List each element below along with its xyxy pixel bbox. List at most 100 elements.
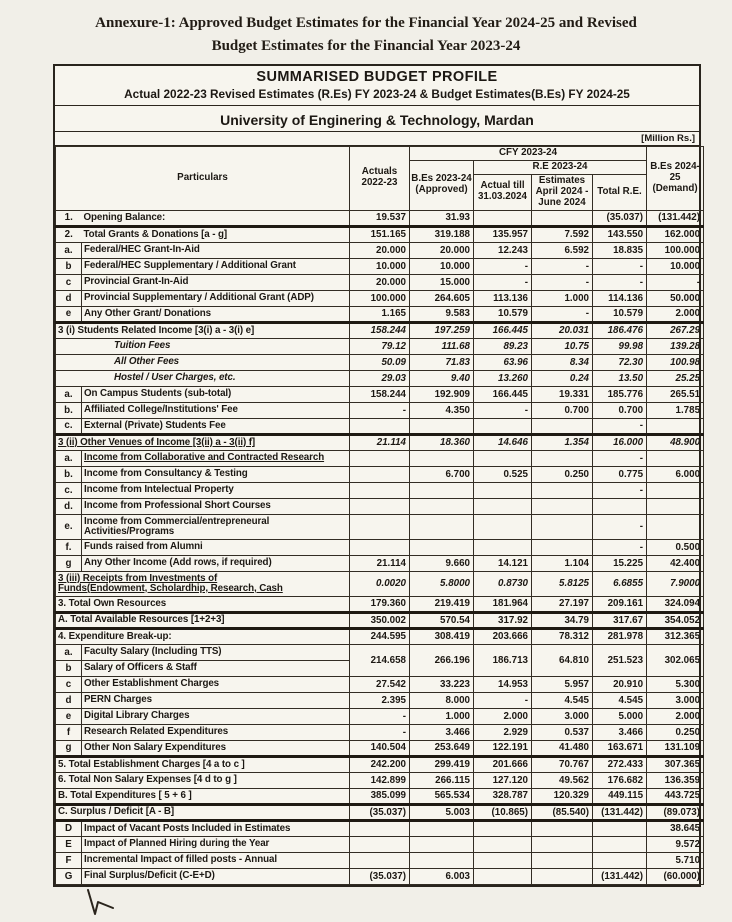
row-value: 5.8000 bbox=[409, 570, 474, 597]
row-value bbox=[473, 851, 532, 869]
table-row: e Digital Library Charges -1.000 2.000 3.000… bbox=[55, 707, 705, 725]
row-value: - bbox=[349, 723, 410, 741]
row-value: 219.419 bbox=[409, 595, 474, 613]
row-value: 19.331 bbox=[531, 385, 593, 403]
row-value: 27.197 bbox=[531, 595, 593, 613]
row-value: 34.79 bbox=[531, 610, 593, 630]
row-value: - bbox=[473, 257, 532, 275]
col-header-re-2023-24: R.E 2023-24 bbox=[472, 159, 648, 175]
table-row: f. Funds raised from Alumni -0.500 bbox=[55, 538, 705, 556]
row-label: Faculty Salary (Including TTS) bbox=[81, 643, 350, 661]
row-value: 0.537 bbox=[531, 723, 593, 741]
row-index: c bbox=[55, 675, 82, 693]
table-row: 5. Total Establishment Charges [4 a to c… bbox=[55, 754, 705, 773]
table-row: c Provincial Grant-In-Aid 20.000 15.000- - - - bbox=[55, 273, 705, 291]
col-header-estimates: Estimates April 2024 - June 2024 bbox=[531, 173, 593, 211]
row-index: b bbox=[55, 257, 82, 275]
row-value: 14.646 bbox=[473, 432, 532, 451]
row-value: 89.23 bbox=[473, 337, 532, 355]
row-value bbox=[591, 835, 648, 853]
table-row: a. Income from Collaborative and Contract… bbox=[55, 449, 705, 467]
row-label: Final Surplus/Deficit (C-E+D) bbox=[81, 867, 350, 885]
row-value: 21.114 bbox=[349, 432, 410, 451]
row-value: 20.910 bbox=[591, 675, 648, 693]
row-value: 136.359 bbox=[646, 771, 705, 789]
row-value: 201.666 bbox=[473, 754, 532, 773]
row-value: 99.98 bbox=[591, 337, 648, 355]
row-value: - bbox=[591, 273, 648, 291]
row-label: Hostel / User Charges, etc. bbox=[55, 369, 350, 387]
row-value: 0.0020 bbox=[349, 570, 410, 597]
table-row: 4. Expenditure Break-up: 244.595 308.419 20… bbox=[55, 627, 705, 645]
row-value: 3.466 bbox=[409, 723, 474, 741]
row-value: - bbox=[591, 513, 648, 540]
row-value: 64.810 bbox=[531, 643, 593, 677]
row-value: 0.250 bbox=[531, 465, 593, 483]
row-label: 3 (ii) Other Venues of Income [3(ii) a -… bbox=[55, 432, 350, 451]
row-value bbox=[473, 417, 532, 435]
row-label: 3. Total Own Resources bbox=[55, 595, 350, 613]
row-value: 166.445 bbox=[473, 385, 532, 403]
row-label: 6. Total Non Salary Expenses [4 d to g ] bbox=[55, 771, 350, 789]
row-label: Federal/HEC Grant-In-Aid bbox=[81, 241, 350, 259]
table-row: e. Income from Commercial/entrepreneural … bbox=[55, 513, 705, 540]
table-row: c. Income from Intelectual Property - bbox=[55, 481, 705, 499]
col-header-particulars: Particulars bbox=[55, 146, 350, 211]
row-value bbox=[409, 417, 474, 435]
row-value: 9.660 bbox=[409, 554, 474, 572]
table-row: g Other Non Salary Expenditures 140.504 253… bbox=[55, 739, 705, 757]
col-header-total-re: Total R.E. bbox=[591, 173, 648, 211]
row-value: 0.525 bbox=[473, 465, 532, 483]
row-value: 18.360 bbox=[409, 432, 474, 451]
table-row: E Impact of Planned Hiring during the Yea… bbox=[55, 835, 705, 853]
row-value: 5.8125 bbox=[531, 570, 593, 597]
row-value bbox=[409, 481, 474, 499]
row-value: 9.572 bbox=[646, 835, 705, 853]
row-value bbox=[349, 497, 410, 515]
row-value: 48.900 bbox=[646, 432, 705, 451]
table-row: a. Faculty Salary (Including TTS) 214.658 2… bbox=[55, 643, 705, 677]
row-value: 20.000 bbox=[349, 241, 410, 259]
table-row: Tuition Fees 79.12 111.68 89.23 10.75 99.98 13… bbox=[55, 337, 705, 355]
row-value: 135.957 bbox=[473, 224, 532, 243]
row-value bbox=[646, 497, 705, 515]
table-row: 3 (i) Students Related Income [3(i) a - … bbox=[55, 320, 705, 339]
col-header-bes-2023-24: B.Es 2023-24 (Approved) bbox=[409, 159, 474, 211]
row-value: 10.75 bbox=[531, 337, 593, 355]
row-index: G bbox=[55, 867, 82, 885]
row-value bbox=[473, 513, 532, 540]
row-value: 2.000 bbox=[646, 707, 705, 725]
table-row: b. Affiliated College/Institutions' Fee -4… bbox=[55, 401, 705, 419]
row-value bbox=[531, 835, 593, 853]
row-value: 272.433 bbox=[591, 754, 648, 773]
row-value bbox=[409, 513, 474, 540]
row-label: Provincial Grant-In-Aid bbox=[81, 273, 350, 291]
row-value: 15.225 bbox=[591, 554, 648, 572]
row-label: Digital Library Charges bbox=[81, 707, 350, 725]
row-value: 328.787 bbox=[473, 787, 532, 805]
row-value: 163.671 bbox=[591, 739, 648, 757]
row-value bbox=[349, 417, 410, 435]
row-value: - bbox=[473, 401, 532, 419]
row-value: 299.419 bbox=[409, 754, 474, 773]
row-value: 19.537 bbox=[349, 209, 410, 227]
table-row: 2. Total Grants & Donations [a - g] 151.16… bbox=[55, 224, 705, 243]
table-row: d Provincial Supplementary / Additional G… bbox=[55, 289, 705, 307]
row-value: - bbox=[591, 538, 648, 556]
row-value bbox=[531, 209, 593, 227]
row-value bbox=[473, 867, 532, 885]
row-value: 354.052 bbox=[646, 610, 705, 630]
row-index: F bbox=[55, 851, 82, 869]
row-label: Any Other Income (Add rows, if required) bbox=[81, 554, 350, 572]
row-value: 10.579 bbox=[473, 305, 532, 323]
row-value: 266.196 bbox=[409, 643, 474, 677]
row-index: b. bbox=[55, 401, 82, 419]
table-row: G Final Surplus/Deficit (C-E+D) (35.037) 6.… bbox=[55, 867, 705, 885]
row-value bbox=[473, 481, 532, 499]
row-label: 5. Total Establishment Charges [4 a to c… bbox=[55, 754, 350, 773]
row-value: 140.504 bbox=[349, 739, 410, 757]
col-header-actuals-2022-23: Actuals 2022-23 bbox=[349, 146, 410, 211]
row-index: D bbox=[55, 819, 82, 837]
table-row: Hostel / User Charges, etc. 29.03 9.40 13.2… bbox=[55, 369, 705, 387]
row-value: 1.104 bbox=[531, 554, 593, 572]
